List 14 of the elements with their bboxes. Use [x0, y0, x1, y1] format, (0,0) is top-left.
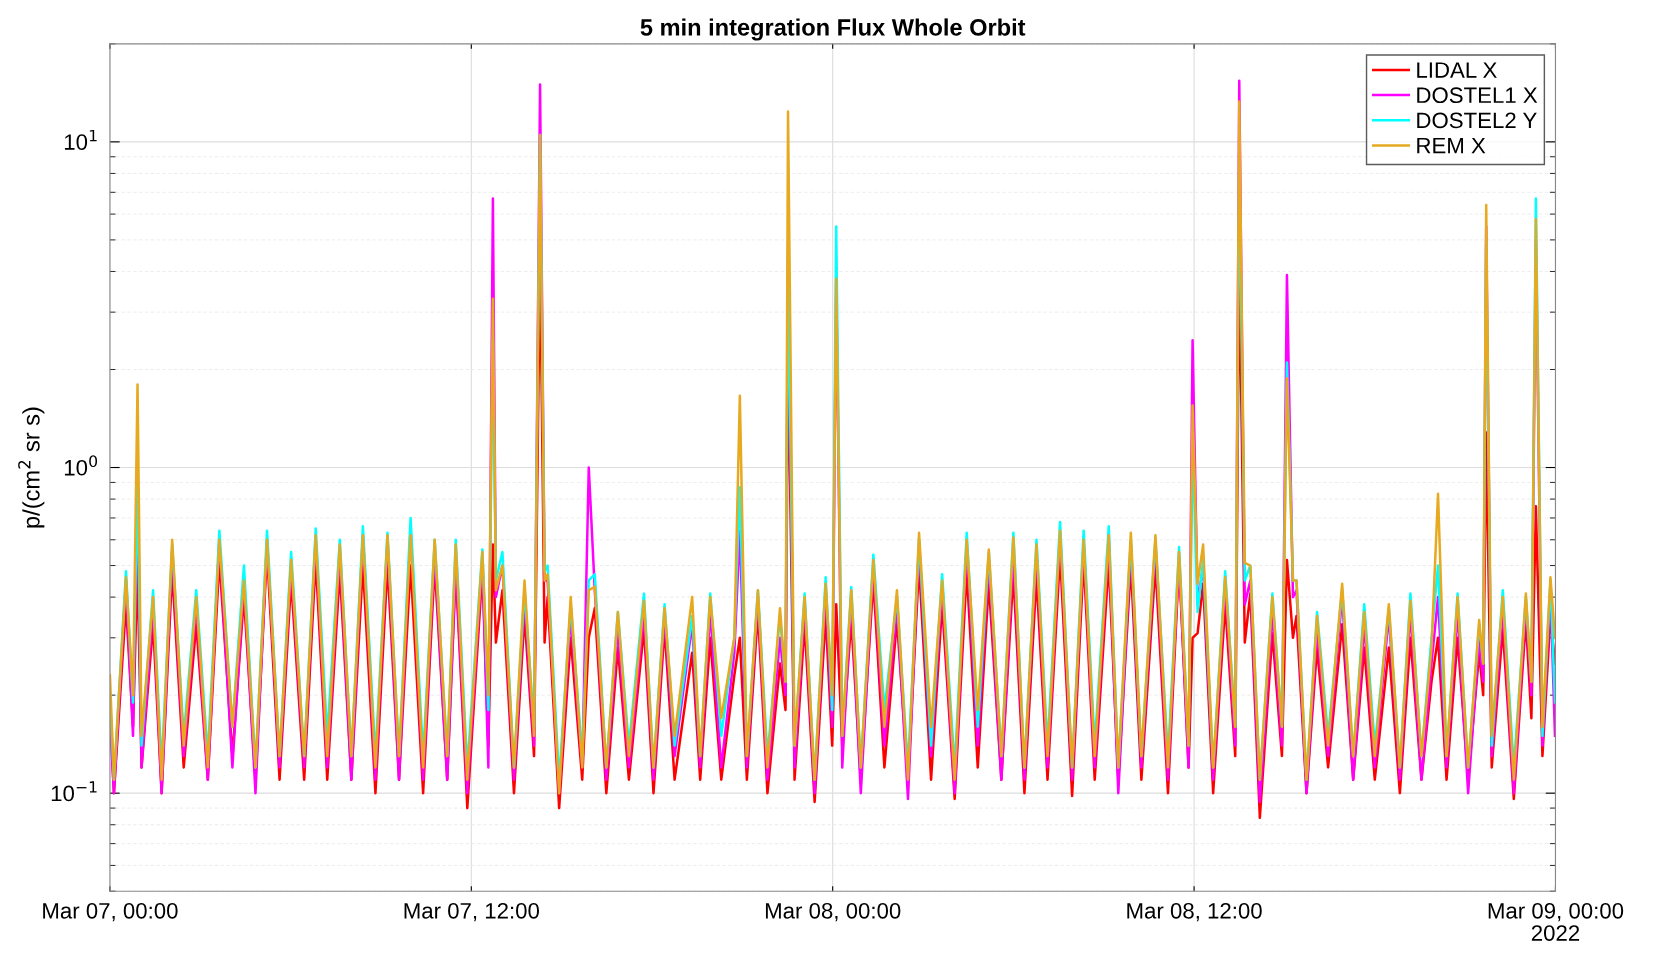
x-tick-label: Mar 09, 00:00 2022 [1488, 902, 1624, 941]
chart-title: 5 min integration Flux Whole Orbit [640, 18, 1026, 41]
legend-label: DOSTEL2 Y [1417, 112, 1537, 129]
y-tick-label: 10$^{0}$ [64, 455, 98, 476]
x-tick-label: Mar 08, 00:00 [765, 902, 901, 922]
x-tick-label: Mar 08, 12:00 [1127, 902, 1262, 922]
y-tick-label: 10$^{−1}$ [51, 781, 97, 802]
y-axis-title: p/(cm$^{2}$ sr s) [18, 407, 45, 528]
legend-label: LIDAL X [1417, 62, 1497, 78]
legend-label: DOSTEL1 X [1417, 87, 1538, 104]
x-tick-label: Mar 07, 12:00 [404, 902, 540, 922]
x-tick-label: Mar 07, 00:00 [43, 902, 178, 922]
legend-label: REM X [1417, 137, 1486, 154]
y-tick-label: 10$^{1}$ [64, 129, 97, 150]
